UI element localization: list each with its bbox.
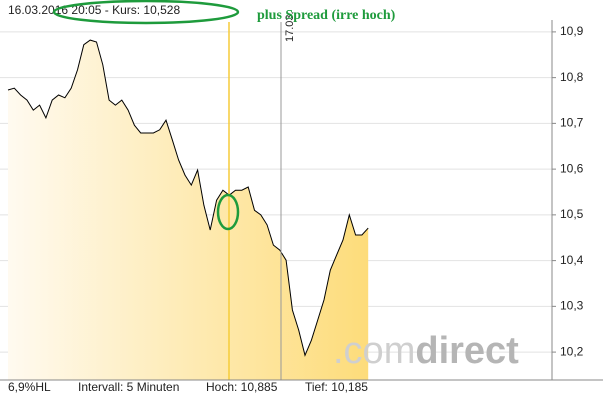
price-line <box>7 39 369 357</box>
footer-item: Hoch: 10,885 <box>206 380 278 394</box>
y-tick-label: 10,3 <box>560 299 584 313</box>
y-tick-label: 10,9 <box>560 24 584 38</box>
day-label: 17.03. <box>284 11 296 42</box>
y-tick-label: 10,5 <box>560 207 584 221</box>
watermark-part: .com <box>333 330 415 372</box>
y-tick-label: 10,7 <box>560 116 584 130</box>
footer-item: 6,9%HL <box>8 380 51 394</box>
y-tick-label: 10,6 <box>560 161 584 175</box>
footer-item: Intervall: 5 Minuten <box>78 380 179 394</box>
annotation: plus Spread (irre hoch) <box>257 8 396 23</box>
y-tick-label: 10,2 <box>560 344 584 358</box>
watermark: .comdirect <box>333 330 519 372</box>
y-tick-label: 10,8 <box>560 70 584 84</box>
y-tick-label: 10,4 <box>560 253 584 267</box>
footer-item: Tief: 10,185 <box>305 380 368 394</box>
area-fill <box>8 40 369 380</box>
watermark-part: direct <box>415 330 519 372</box>
header: 16.03.2016 20:05 - Kurs: 10,528 <box>8 3 180 17</box>
plot <box>7 39 369 380</box>
highlight-ellipse <box>216 193 240 231</box>
highlight-ellipse <box>52 0 240 25</box>
